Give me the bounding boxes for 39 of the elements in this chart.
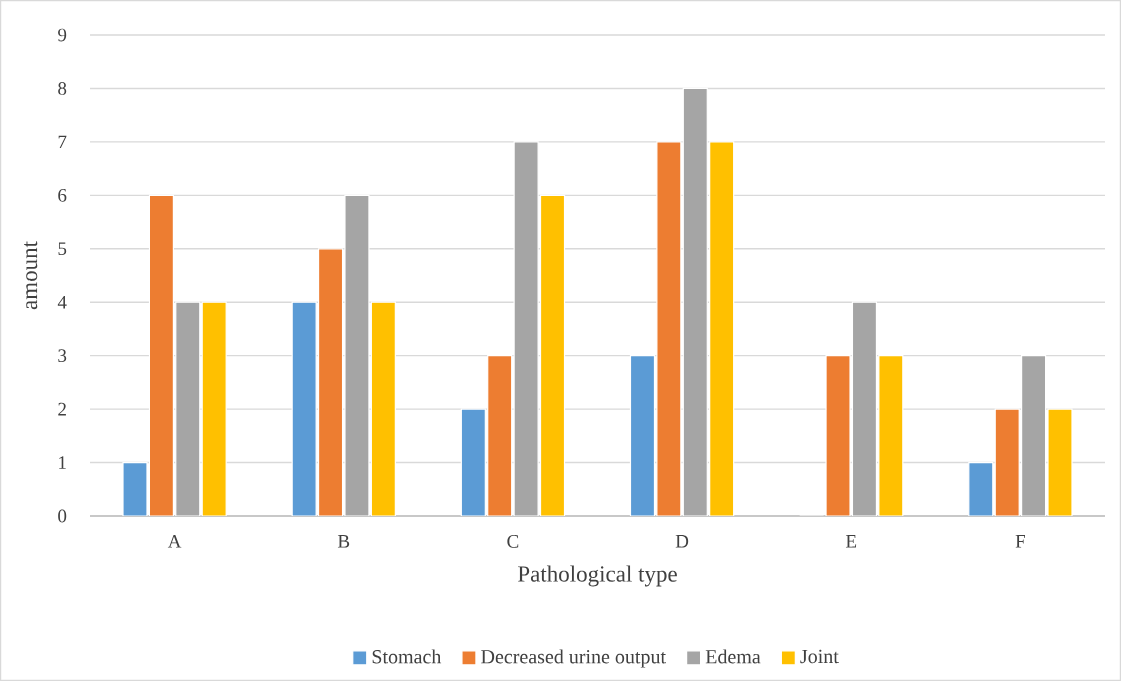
y-tick-label: 4 bbox=[57, 295, 67, 309]
x-tick-label: C bbox=[507, 535, 519, 548]
bar bbox=[175, 301, 201, 516]
y-tick-label: 3 bbox=[58, 349, 67, 363]
bar bbox=[487, 355, 513, 516]
bar bbox=[317, 248, 344, 516]
x-tick-label: D bbox=[675, 535, 689, 548]
y-axis-title: amount bbox=[24, 241, 38, 310]
bar bbox=[1021, 355, 1047, 516]
y-tick-label: 6 bbox=[58, 188, 67, 202]
bar bbox=[344, 194, 370, 516]
y-tick-label: 9 bbox=[58, 28, 67, 42]
bar bbox=[968, 461, 994, 516]
y-tick-label: 5 bbox=[58, 242, 67, 256]
y-tick-label: 2 bbox=[58, 402, 66, 416]
y-tick-label: 1 bbox=[59, 456, 66, 469]
bar bbox=[148, 194, 174, 516]
y-tick-label: 7 bbox=[58, 135, 67, 149]
bar bbox=[851, 301, 878, 516]
legend-label: Edema bbox=[705, 649, 761, 664]
bar bbox=[291, 301, 317, 516]
x-tick-label: F bbox=[1015, 535, 1025, 548]
y-tick-label: 8 bbox=[58, 82, 67, 95]
legend-label: Joint bbox=[800, 649, 839, 664]
bar bbox=[656, 141, 682, 516]
bar bbox=[825, 355, 851, 516]
bar bbox=[201, 301, 227, 516]
bar bbox=[994, 408, 1020, 516]
bar bbox=[682, 87, 708, 516]
x-tick-label: E bbox=[845, 535, 857, 548]
legend-label: Decreased urine output bbox=[481, 649, 666, 668]
x-axis-title: Pathological type bbox=[517, 565, 677, 587]
x-tick-label: B bbox=[337, 535, 350, 548]
bar bbox=[460, 408, 486, 516]
y-tick-label: 0 bbox=[58, 509, 67, 523]
legend-label: Stomach bbox=[372, 649, 442, 664]
x-tick-label: A bbox=[167, 535, 182, 548]
bar bbox=[513, 141, 539, 516]
bar bbox=[629, 355, 656, 516]
